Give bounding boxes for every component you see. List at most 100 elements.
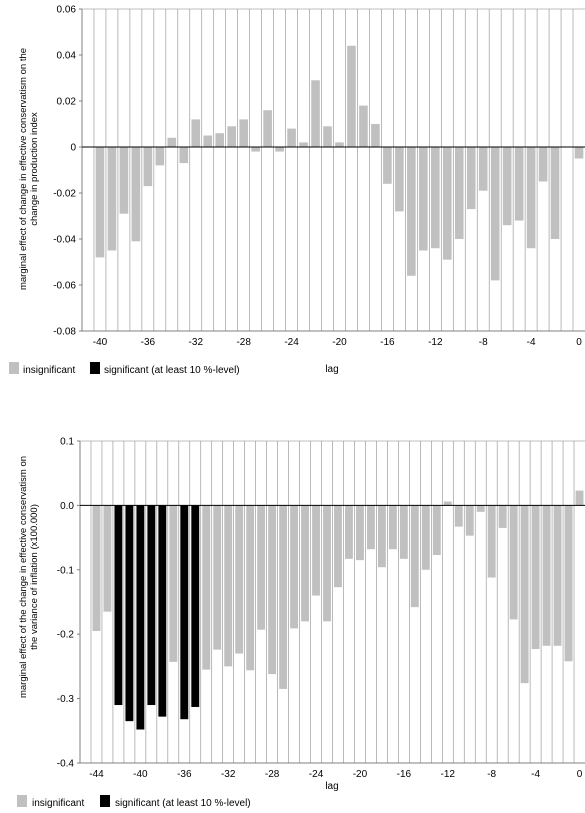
x-tick-label: -4 <box>527 337 536 348</box>
bar-lag--1 <box>564 505 573 662</box>
x-tick-label: -36 <box>177 769 192 780</box>
bar-lag--17 <box>371 124 380 147</box>
y-tick-label: 0.04 <box>57 51 77 62</box>
bar-lag--13 <box>432 505 441 555</box>
bar-lag--25 <box>275 147 284 152</box>
legend-label-insignificant: insignificant <box>32 798 84 809</box>
y-axis-label-line1: marginal effect of change in effective c… <box>18 48 29 290</box>
bar-lag--8 <box>478 147 488 191</box>
axes <box>79 440 585 764</box>
bar-lag--3 <box>538 147 548 182</box>
axes <box>81 8 585 332</box>
bars <box>95 45 584 281</box>
bar-lag--30 <box>246 505 255 671</box>
y-tick-label: 0.1 <box>60 437 74 448</box>
bar-lag--41 <box>125 505 134 722</box>
bar-lag--23 <box>299 142 308 147</box>
y-tick-label: 0.06 <box>57 5 77 16</box>
bar-lag--27 <box>251 147 260 152</box>
bar-lag--8 <box>487 505 496 578</box>
x-axis-label: lag <box>325 781 338 792</box>
bar-lag--23 <box>323 505 331 622</box>
bar-lag--4 <box>526 147 536 249</box>
x-tick-label: -16 <box>380 337 395 348</box>
x-tick-label: -40 <box>93 337 108 348</box>
x-tick-label: 0 <box>577 769 583 780</box>
x-tick-label: -28 <box>265 769 280 780</box>
x-tick-label: -20 <box>353 769 368 780</box>
bar-lag--36 <box>143 147 153 187</box>
bar-lag--11 <box>442 147 452 260</box>
y-tick-label: -0.06 <box>53 281 76 292</box>
bar-lag--5 <box>520 505 529 684</box>
bar-lag--37 <box>131 147 141 242</box>
bar-lag--5 <box>514 147 524 221</box>
x-tick-label: -8 <box>479 337 488 348</box>
bar-lag--35 <box>191 505 200 707</box>
bar-lag--28 <box>239 119 248 147</box>
x-tick-labels: -44 -40 -36 -32 -28 -24 -20 -16 -12 -8 -4 0 <box>89 769 582 780</box>
y-tick-label: -0.02 <box>53 189 76 200</box>
bar-lag--11 <box>454 505 463 527</box>
x-tick-label: -12 <box>441 769 456 780</box>
bar-lag--30 <box>215 133 225 147</box>
bar-lag--3 <box>542 505 551 646</box>
x-tick-label: -20 <box>332 337 347 348</box>
x-tick-label: -40 <box>133 769 148 780</box>
x-axis-label: lag <box>325 364 338 375</box>
bar-lag--22 <box>311 80 320 147</box>
bar-lag--17 <box>388 505 397 550</box>
bar-lag--25 <box>301 505 309 622</box>
bar-lag--27 <box>279 505 288 689</box>
bar-lag--36 <box>180 505 189 720</box>
bar-lag--29 <box>227 126 237 147</box>
bar-lag--16 <box>399 505 408 559</box>
bar-lag--35 <box>155 147 165 166</box>
x-tick-labels: -40 -36 -32 -28 -24 -20 -16 -12 -8 -4 0 <box>93 337 582 348</box>
bar-lag--18 <box>359 105 368 147</box>
bar-lag--26 <box>263 110 272 147</box>
bar-lag--33 <box>213 505 222 650</box>
bar-lag--28 <box>268 505 277 675</box>
bar-lag--43 <box>103 505 112 612</box>
bar-lag--19 <box>366 505 375 550</box>
bar-lag--40 <box>136 505 145 730</box>
bar-lag--32 <box>191 119 201 147</box>
bar-lag--18 <box>377 505 386 568</box>
bar-lag--38 <box>119 147 129 214</box>
y-tick-label: -0.3 <box>57 694 75 705</box>
y-tick-label: 0 <box>70 143 76 154</box>
bar-lag--2 <box>550 147 560 239</box>
bar-lag--15 <box>410 505 419 608</box>
x-tick-label: -32 <box>221 769 236 780</box>
legend-label-significant: significant (at least 10 %-level) <box>104 365 240 376</box>
bar-lag--4 <box>531 505 540 650</box>
y-tick-labels: 0.1 0.0 -0.1 -0.2 -0.3 -0.4 <box>57 437 80 770</box>
legend-label-insignificant: insignificant <box>23 365 75 376</box>
bar-lag--29 <box>257 505 266 630</box>
bar-lag--14 <box>407 147 416 276</box>
bar-lag--33 <box>179 147 189 164</box>
x-tick-label: -32 <box>189 337 204 348</box>
gridlines <box>93 9 574 331</box>
bar-lag--24 <box>312 505 320 596</box>
bar-lag--22 <box>334 505 342 588</box>
x-tick-label: -12 <box>428 337 443 348</box>
legend-swatch-significant <box>90 362 100 374</box>
x-tick-label: -24 <box>284 337 299 348</box>
legend-swatch-insignificant <box>9 362 19 374</box>
y-tick-label: -0.1 <box>57 565 75 576</box>
bar-lag--39 <box>107 147 117 251</box>
legend: insignificant significant (at least 10 %… <box>17 795 251 809</box>
bar-lag--21 <box>323 126 332 147</box>
bar-lag--7 <box>490 147 500 281</box>
bar-lag--20 <box>335 142 344 147</box>
bar-lag--7 <box>498 505 507 528</box>
y-tick-label: -0.4 <box>57 759 75 770</box>
y-tick-label: 0.02 <box>57 97 77 108</box>
y-tick-label: 0.0 <box>60 501 74 512</box>
bar-lag--39 <box>147 505 156 706</box>
legend-swatch-insignificant <box>17 795 27 807</box>
bar-lag--37 <box>169 505 178 662</box>
